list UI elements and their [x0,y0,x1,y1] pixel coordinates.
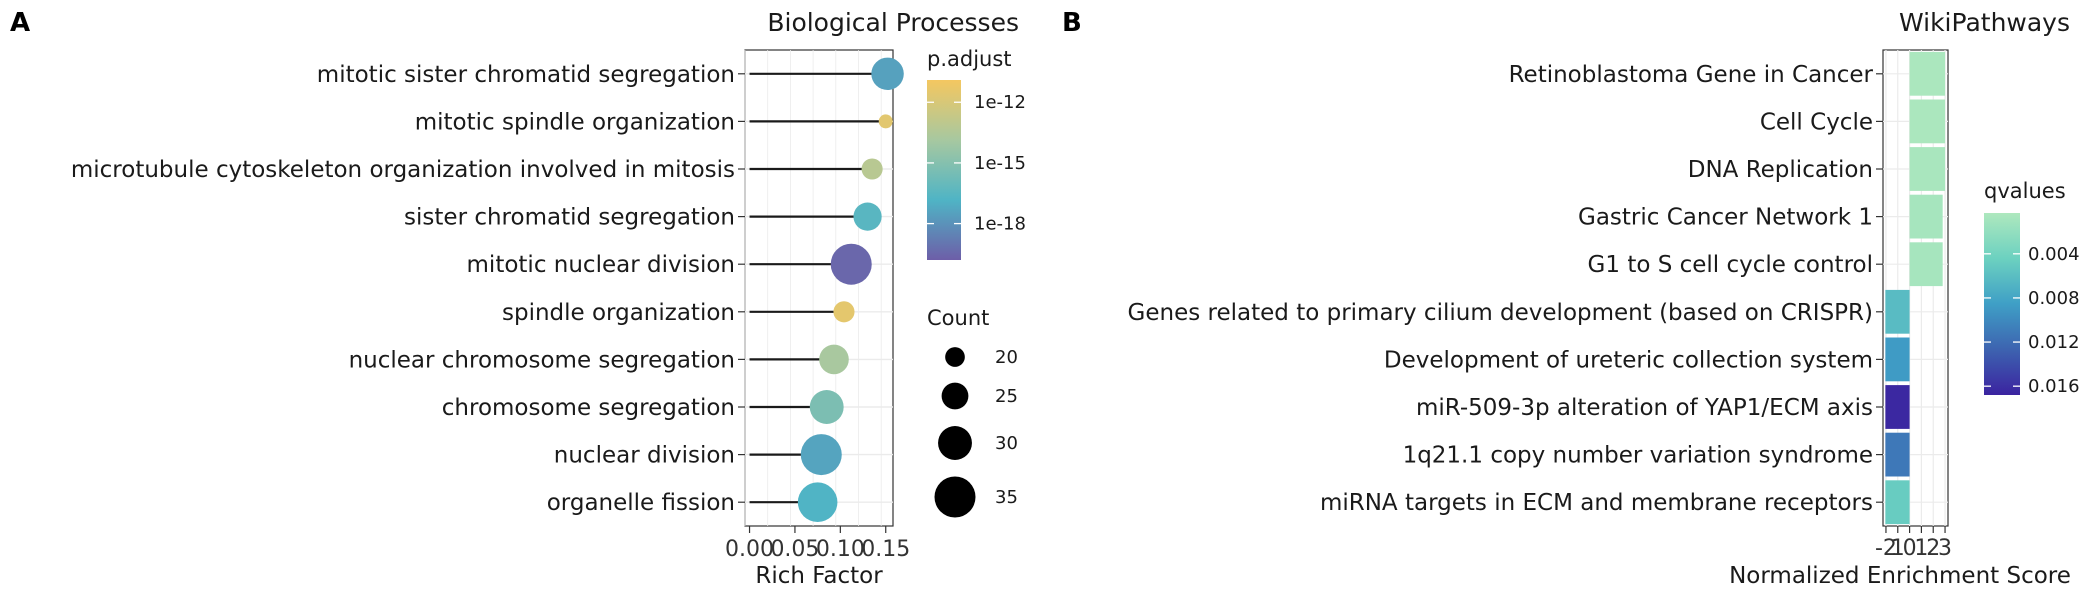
x-tick-label: 0.10 [816,537,865,562]
y-tick-label: Retinoblastoma Gene in Cancer [1509,62,1874,88]
panel-a-label: A [10,8,30,38]
lollipop-dot [830,243,872,285]
y-tick-label: Development of ureteric collection syste… [1384,347,1873,373]
size-legend-a-title: Count [927,306,989,330]
y-tick-label: Cell Cycle [1760,109,1873,135]
y-tick-label: spindle organization [502,300,735,326]
bar [1885,385,1910,429]
x-tick-label: 0.15 [861,537,910,562]
y-tick-label: 1q21.1 copy number variation syndrome [1403,443,1873,469]
lollipop-dot [819,344,849,375]
panel-a: A Biological Processes mitotic sister ch… [10,8,1026,589]
y-labels-a: mitotic sister chromatid segregation mito… [71,62,745,516]
y-tick-label: nuclear chromosome segregation [349,347,735,373]
x-tick-label: 2 [1926,536,1940,561]
y-tick-label: miRNA targets in ECM and membrane recept… [1320,490,1873,516]
color-legend-b: qvalues 0.004 0.008 0.012 0.016 [1984,179,2080,397]
size-legend-a: Count 20 25 30 35 [927,306,1018,518]
y-tick-label: chromosome segregation [442,395,735,421]
size-legend-label: 20 [995,347,1018,368]
color-legend-a: p.adjust 1e-18 1e-15 1e-12 [927,47,1026,260]
x-axis-label-b: Normalized Enrichment Score [1729,563,2071,589]
bar [1885,480,1910,525]
y-tick-label: microtubule cytoskeleton organization in… [71,157,735,183]
y-tick-label: mitotic spindle organization [415,109,735,135]
size-legend-label: 35 [995,487,1018,508]
size-legend-dot [941,382,969,410]
x-ticks-a: 0.000.050.100.15 [725,526,910,562]
lollipop-dot [878,114,893,129]
y-labels-b: Retinoblastoma Gene in Cancer Cell Cycle D… [1128,62,1883,516]
color-ticks-a: 1e-18 1e-15 1e-12 [927,92,1026,235]
size-legend-a-items: 20 25 30 35 [934,347,1018,518]
bar [1885,337,1910,382]
lollipop-dot [833,301,855,323]
bars-b [1885,51,1946,525]
bar [1885,432,1910,477]
color-tick-label: 1e-18 [974,214,1026,235]
lollipop-dot [853,202,882,231]
color-tick-label: 1e-15 [974,153,1026,174]
color-tick-label: 0.016 [2028,376,2080,397]
color-legend-b-title: qvalues [1984,179,2066,203]
color-ticks-b: 0.004 0.008 0.012 0.016 [1984,244,2080,397]
color-tick-label: 0.004 [2028,244,2080,265]
dots-a [797,57,904,522]
y-tick-label: G1 to S cell cycle control [1588,252,1873,278]
bar [1909,147,1946,191]
color-tick-label: 0.008 [2028,288,2080,309]
y-tick-label: organelle fission [547,490,735,516]
x-tick-label: 1 [1914,536,1928,561]
lollipop-dot [797,482,838,522]
y-tick-label: sister chromatid segregation [404,205,735,231]
y-tick-label: DNA Replication [1688,157,1873,183]
color-legend-a-title: p.adjust [927,47,1012,71]
lollipop-dot [861,158,883,180]
size-legend-label: 25 [995,386,1018,407]
x-tick-label: 0 [1903,536,1917,561]
y-tick-label: miR-509-3p alteration of YAP1/ECM axis [1416,395,1873,421]
color-bar-b [1984,213,2020,395]
bar [1909,51,1946,96]
y-tick-label: Genes related to primary cilium developm… [1128,300,1873,326]
x-tick-label: -2 [1875,536,1897,561]
size-legend-label: 30 [995,433,1018,454]
x-tick-label: 1 [1891,536,1905,561]
y-tick-label: mitotic nuclear division [467,252,735,278]
color-tick-label: 0.012 [2028,332,2080,353]
lollipop-dot [800,434,842,476]
color-tick-label: 1e-12 [974,92,1026,113]
y-tick-label: nuclear division [554,443,735,469]
size-legend-dot [938,426,972,460]
color-bar-a [927,80,961,260]
panel-b-label: B [1062,8,1082,38]
bar [1909,99,1946,144]
bar [1909,194,1943,239]
y-tick-label: mitotic sister chromatid segregation [317,62,735,88]
y-tick-label: Gastric Cancer Network 1 [1578,205,1873,231]
bar [1909,242,1943,287]
lollipop-dot [809,390,844,424]
chart-a-title: Biological Processes [767,8,1019,37]
chart-b-title: WikiPathways [1899,8,2070,37]
size-legend-dot [934,476,976,518]
x-tick-label: 0.05 [770,537,819,562]
size-legend-dot [945,347,965,367]
lollipop-dot [871,57,904,91]
x-tick-label: 0.00 [725,537,774,562]
x-tick-label: 3 [1938,536,1952,561]
panel-b: B WikiPathways Retinoblastoma Gene in Ca… [1062,8,2080,589]
x-axis-label-a: Rich Factor [755,563,883,589]
bar [1885,289,1910,334]
